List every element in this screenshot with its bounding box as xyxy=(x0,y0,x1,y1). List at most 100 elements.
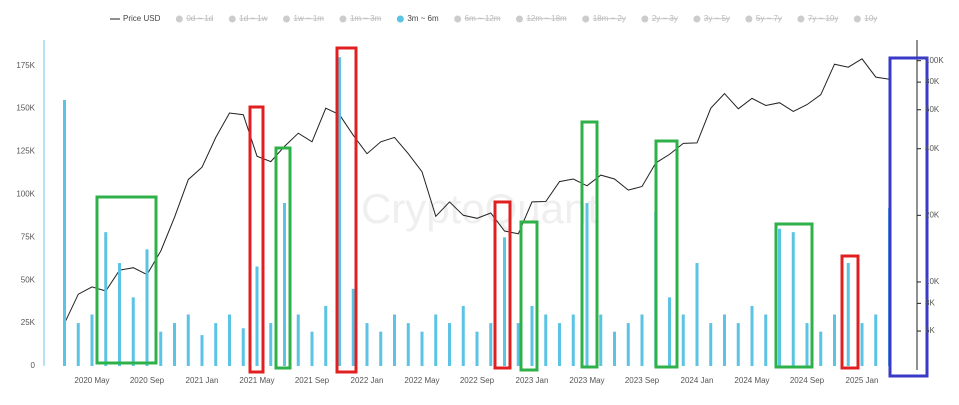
legend-item[interactable]: 2y ~ 3y xyxy=(641,14,678,23)
bar xyxy=(736,323,740,366)
bar xyxy=(530,305,534,366)
bar xyxy=(283,203,286,366)
legend-label: 0d ~ 1d xyxy=(186,14,213,23)
bar xyxy=(640,314,644,366)
legend-item[interactable]: 18m ~ 2y xyxy=(582,14,626,23)
x-tick-label: 2022 Jan xyxy=(351,376,384,385)
annotations xyxy=(95,46,929,378)
legend-swatch xyxy=(641,15,649,23)
legend-item[interactable]: 6m ~ 12m xyxy=(454,14,501,23)
bar xyxy=(420,331,424,366)
x-tick-label: 2022 May xyxy=(404,376,439,385)
bar xyxy=(489,323,493,366)
bar xyxy=(585,203,589,366)
bar xyxy=(860,323,864,366)
bar xyxy=(558,323,561,366)
bar xyxy=(269,323,273,366)
bar xyxy=(145,249,149,366)
legend-label: 3m ~ 6m xyxy=(407,14,439,23)
legend-swatch xyxy=(396,15,404,23)
legend-item[interactable]: 1m ~ 3m xyxy=(339,14,382,23)
bar xyxy=(351,288,355,366)
legend-swatch xyxy=(582,15,590,23)
bar xyxy=(296,314,300,366)
bar xyxy=(186,314,190,366)
bar xyxy=(695,263,699,366)
legend-item[interactable]: 7y ~ 10y xyxy=(797,14,838,23)
legend-swatch xyxy=(515,15,523,23)
bar xyxy=(723,314,726,366)
y-tick-label: 100K xyxy=(16,190,35,199)
bar xyxy=(475,331,479,366)
green-box xyxy=(95,195,158,365)
y-tick-label: 75K xyxy=(21,232,36,241)
legend-item[interactable]: 1d ~ 1w xyxy=(228,14,268,23)
bar xyxy=(764,314,768,366)
bar xyxy=(310,331,314,366)
legend-item[interactable]: 12m ~ 18m xyxy=(515,14,567,23)
x-tick-label: 2022 Sep xyxy=(460,376,495,385)
red-box xyxy=(493,200,512,370)
bar xyxy=(173,323,176,366)
bar xyxy=(613,331,616,366)
y2-tick-label: 40K xyxy=(925,144,940,153)
y2-tick-label: 10K xyxy=(925,277,940,286)
bar xyxy=(805,323,809,366)
x-tick-label: 2020 Sep xyxy=(130,376,165,385)
y-tick-label: 0 xyxy=(31,361,36,370)
bar xyxy=(131,297,135,366)
legend-swatch xyxy=(693,15,701,23)
legend-label: 1m ~ 3m xyxy=(350,14,382,23)
legend-swatch xyxy=(175,15,183,23)
bar xyxy=(76,323,80,366)
bar xyxy=(159,331,163,366)
bar xyxy=(516,323,520,366)
green-box xyxy=(774,222,814,369)
legend-item[interactable]: 5y ~ 7y xyxy=(745,14,782,23)
y2-tick-label: 80K xyxy=(925,77,940,86)
bar xyxy=(778,228,781,366)
red-box xyxy=(335,46,358,374)
bar xyxy=(365,323,369,366)
bar xyxy=(681,314,685,366)
legend-swatch xyxy=(853,15,861,23)
legend-item[interactable]: 0d ~ 1d xyxy=(175,14,213,23)
bar xyxy=(324,305,328,366)
x-tick-label: 2021 May xyxy=(239,376,274,385)
price-line xyxy=(64,58,890,324)
x-tick-label: 2023 Jan xyxy=(516,376,549,385)
bar xyxy=(214,323,218,366)
bar xyxy=(338,57,341,366)
bar xyxy=(200,335,204,366)
bar xyxy=(241,328,245,366)
bar xyxy=(791,232,795,366)
legend-item[interactable]: Price USD xyxy=(110,14,161,23)
legend-swatch xyxy=(339,15,347,23)
bar xyxy=(434,314,438,366)
legend-label: 1w ~ 1m xyxy=(294,14,325,23)
legend-label: 3y ~ 5y xyxy=(704,14,730,23)
x-tick-label: 2020 May xyxy=(74,376,109,385)
bar xyxy=(668,297,671,366)
y-tick-label: 175K xyxy=(16,61,35,70)
legend-swatch xyxy=(745,15,753,23)
bar xyxy=(571,314,575,366)
x-tick-label: 2024 Sep xyxy=(790,376,825,385)
legend-item[interactable]: 3y ~ 5y xyxy=(693,14,730,23)
legend-label: 18m ~ 2y xyxy=(593,14,626,23)
legend-item[interactable]: 10y xyxy=(853,14,877,23)
green-box xyxy=(519,220,539,372)
legend-item[interactable]: 1w ~ 1m xyxy=(283,14,324,23)
legend-label: 5y ~ 7y xyxy=(756,14,782,23)
legend-label: Price USD xyxy=(123,14,161,23)
bar xyxy=(228,314,231,366)
y2-tick-label: 100K xyxy=(925,56,944,65)
bar xyxy=(379,331,383,366)
red-box xyxy=(248,105,265,374)
legend-item[interactable]: 3m ~ 6m xyxy=(396,14,439,23)
bar xyxy=(63,100,66,366)
y-tick-label: 50K xyxy=(21,275,36,284)
legend-label: 1d ~ 1w xyxy=(239,14,267,23)
x-tick-label: 2023 Sep xyxy=(625,376,660,385)
